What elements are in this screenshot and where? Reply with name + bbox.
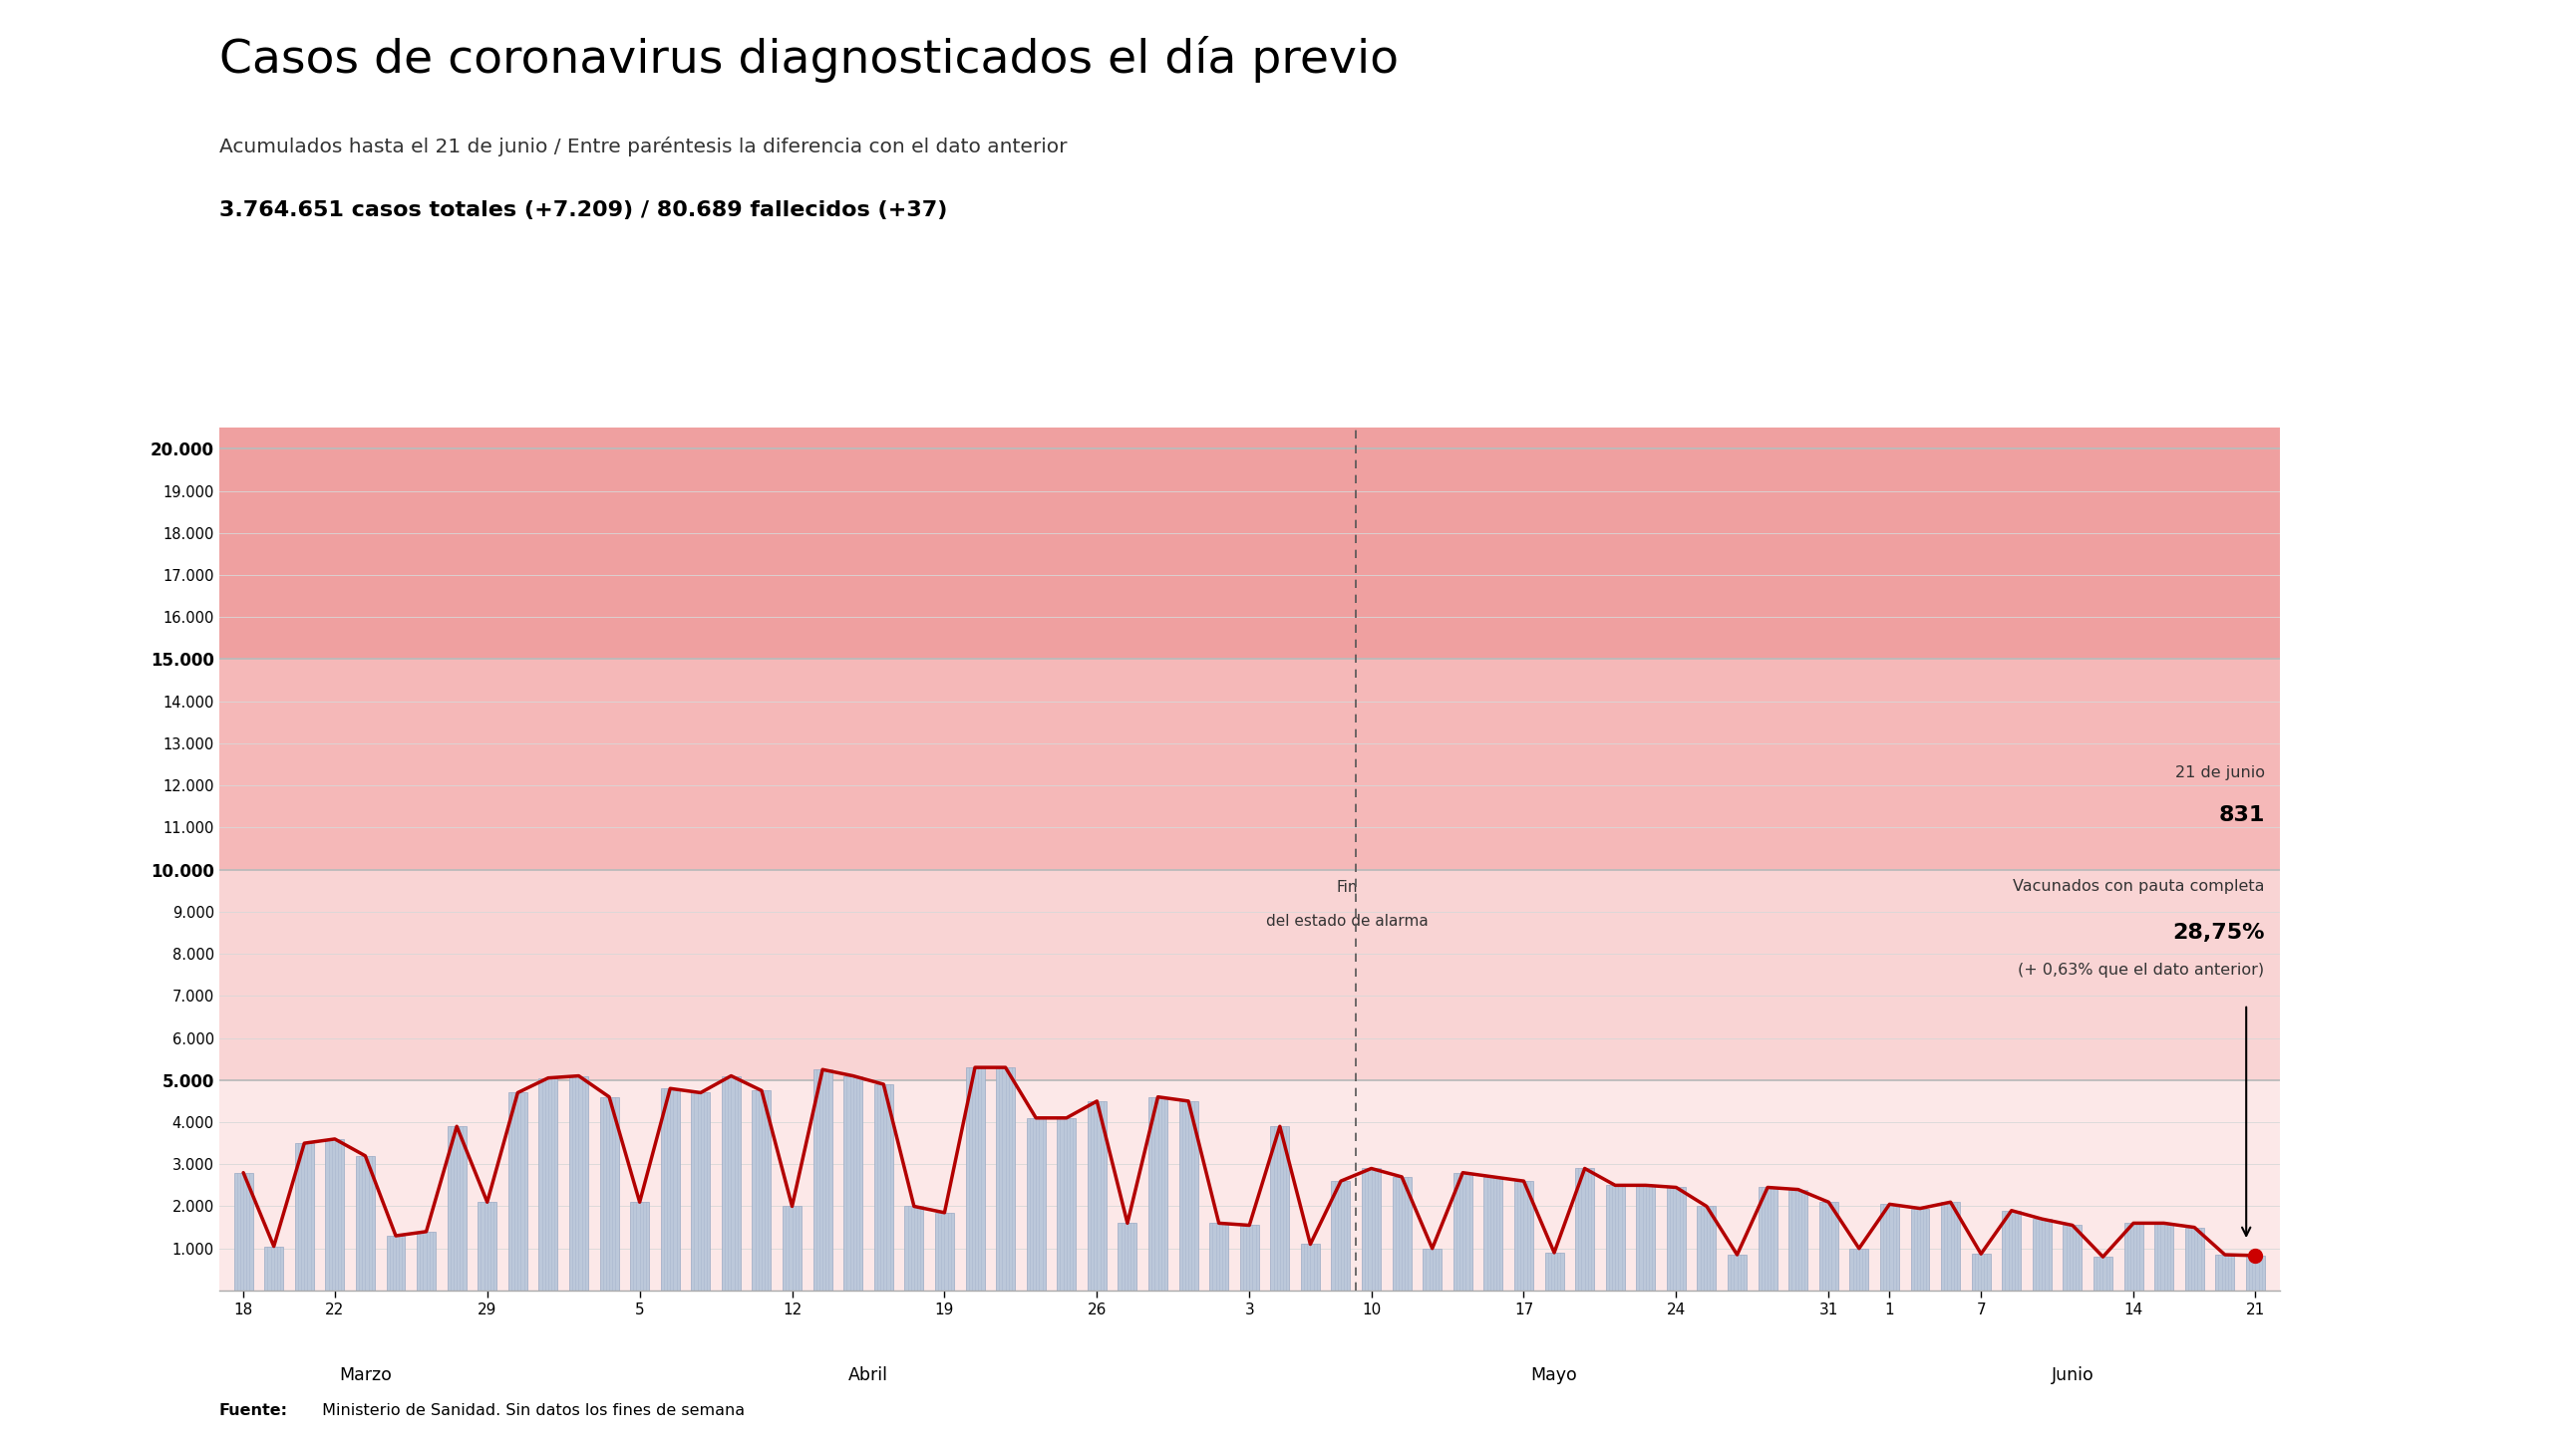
Bar [1605, 1185, 1625, 1290]
Bar [1453, 1173, 1473, 1290]
Bar [1363, 1169, 1381, 1290]
Point [2236, 1244, 2277, 1267]
Bar [1208, 1224, 1229, 1290]
Bar [1484, 1177, 1502, 1290]
Bar [997, 1067, 1015, 1290]
Bar [386, 1235, 404, 1290]
Bar [2002, 1211, 2022, 1290]
Bar [1515, 1182, 1533, 1290]
Bar [477, 1202, 497, 1290]
Bar [2246, 1256, 2264, 1290]
Text: Abril: Abril [848, 1366, 889, 1383]
Bar [814, 1070, 832, 1290]
Text: 831: 831 [2218, 805, 2264, 825]
Bar [265, 1247, 283, 1290]
Bar [1239, 1225, 1260, 1290]
Text: Casos de coronavirus diagnosticados el día previo: Casos de coronavirus diagnosticados el d… [219, 36, 1399, 83]
Bar [2032, 1219, 2050, 1290]
Bar [448, 1127, 466, 1290]
Bar [294, 1143, 314, 1290]
Text: Acumulados hasta el 21 de junio / Entre paréntesis la diferencia con el dato ant: Acumulados hasta el 21 de junio / Entre … [219, 136, 1066, 157]
Bar [2063, 1225, 2081, 1290]
Text: Junio: Junio [2050, 1366, 2094, 1383]
Bar [1728, 1254, 1747, 1290]
Bar [2215, 1254, 2233, 1290]
Bar [1577, 1169, 1595, 1290]
Bar [234, 1173, 252, 1290]
Bar [873, 1085, 894, 1290]
Bar [1850, 1248, 1868, 1290]
Text: Vacunados con pauta completa: Vacunados con pauta completa [2012, 879, 2264, 895]
Bar [1880, 1203, 1899, 1290]
Bar [783, 1206, 801, 1290]
Bar [1270, 1127, 1291, 1290]
Text: Mayo: Mayo [1530, 1366, 1577, 1383]
Text: del estado de alarma: del estado de alarma [1265, 914, 1427, 928]
Bar [1056, 1118, 1077, 1290]
Bar [721, 1076, 739, 1290]
Bar [2094, 1257, 2112, 1290]
Bar [325, 1140, 345, 1290]
Bar [507, 1093, 528, 1290]
Bar [1788, 1189, 1808, 1290]
Bar [1546, 1253, 1564, 1290]
Bar [1118, 1224, 1136, 1290]
Text: Marzo: Marzo [340, 1366, 392, 1383]
Bar [842, 1076, 863, 1290]
Text: (+ 0,63% que el dato anterior): (+ 0,63% que el dato anterior) [2017, 963, 2264, 979]
Bar [1698, 1206, 1716, 1290]
Bar [752, 1090, 770, 1290]
Bar [1180, 1101, 1198, 1290]
Bar [2154, 1224, 2174, 1290]
Bar [1942, 1202, 1960, 1290]
Bar [355, 1156, 374, 1290]
Bar [1819, 1202, 1839, 1290]
Bar [935, 1212, 953, 1290]
Bar [659, 1089, 680, 1290]
Bar [1301, 1244, 1319, 1290]
Bar [1971, 1254, 1991, 1290]
Bar [2125, 1224, 2143, 1290]
Text: Fin: Fin [1337, 880, 1358, 895]
Bar [631, 1202, 649, 1290]
Bar [569, 1076, 587, 1290]
Bar [417, 1231, 435, 1290]
Bar [1149, 1096, 1167, 1290]
Bar [219, 660, 2280, 870]
Bar [219, 1080, 2280, 1290]
Bar [219, 870, 2280, 1080]
Bar [538, 1077, 556, 1290]
Bar [966, 1067, 984, 1290]
Bar [1759, 1188, 1777, 1290]
Text: Ministerio de Sanidad. Sin datos los fines de semana: Ministerio de Sanidad. Sin datos los fin… [317, 1404, 744, 1418]
Bar [1394, 1177, 1412, 1290]
Bar [1087, 1101, 1105, 1290]
Bar [219, 428, 2280, 660]
Bar [1025, 1118, 1046, 1290]
Text: 21 de junio: 21 de junio [2174, 766, 2264, 780]
Bar [1667, 1188, 1685, 1290]
Text: 28,75%: 28,75% [2172, 922, 2264, 942]
Bar [690, 1093, 711, 1290]
Text: 3.764.651 casos totales (+7.209) / 80.689 fallecidos (+37): 3.764.651 casos totales (+7.209) / 80.68… [219, 200, 948, 220]
Bar [600, 1096, 618, 1290]
Bar [1422, 1248, 1443, 1290]
Text: Fuente:: Fuente: [219, 1404, 289, 1418]
Bar [2184, 1227, 2205, 1290]
Bar [1636, 1185, 1656, 1290]
Bar [904, 1206, 922, 1290]
Bar [1911, 1208, 1929, 1290]
Bar [1332, 1182, 1350, 1290]
